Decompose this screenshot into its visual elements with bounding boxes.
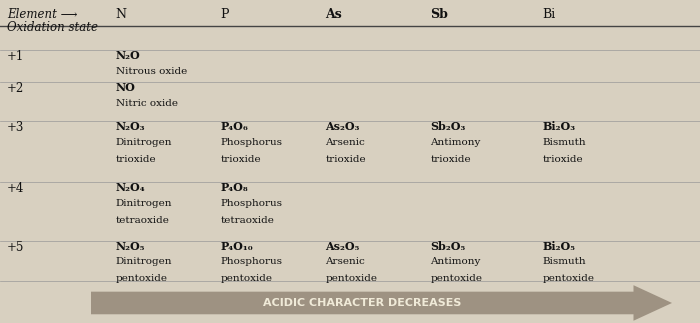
Text: Arsenic: Arsenic — [326, 138, 365, 147]
Text: +3: +3 — [7, 121, 24, 134]
Text: Sb₂O₃: Sb₂O₃ — [430, 121, 466, 132]
Text: pentoxide: pentoxide — [220, 274, 272, 283]
Text: Bi₂O₃: Bi₂O₃ — [542, 121, 575, 132]
Text: Antimony: Antimony — [430, 138, 481, 147]
Text: Nitric oxide: Nitric oxide — [116, 99, 178, 108]
Text: N₂O₅: N₂O₅ — [116, 241, 145, 252]
Text: trioxide: trioxide — [326, 155, 366, 164]
Polygon shape — [91, 285, 672, 321]
Text: Phosphorus: Phosphorus — [220, 199, 283, 208]
Text: Bi₂O₅: Bi₂O₅ — [542, 241, 575, 252]
Text: Oxidation state: Oxidation state — [7, 21, 98, 34]
Text: Bi: Bi — [542, 8, 556, 21]
Text: pentoxide: pentoxide — [430, 274, 482, 283]
Text: As₂O₅: As₂O₅ — [326, 241, 360, 252]
Text: tetraoxide: tetraoxide — [116, 216, 169, 225]
Text: tetraoxide: tetraoxide — [220, 216, 274, 225]
Text: Sb₂O₅: Sb₂O₅ — [430, 241, 466, 252]
Text: Dinitrogen: Dinitrogen — [116, 138, 172, 147]
Text: +2: +2 — [7, 82, 24, 95]
Text: Bismuth: Bismuth — [542, 138, 586, 147]
Text: Antimony: Antimony — [430, 257, 481, 266]
Text: Phosphorus: Phosphorus — [220, 257, 283, 266]
Text: Bismuth: Bismuth — [542, 257, 586, 266]
Text: P₄O₁₀: P₄O₁₀ — [220, 241, 253, 252]
Text: Phosphorus: Phosphorus — [220, 138, 283, 147]
Text: +4: +4 — [7, 182, 24, 195]
Text: P: P — [220, 8, 229, 21]
Text: Nitrous oxide: Nitrous oxide — [116, 67, 187, 76]
Text: N: N — [116, 8, 127, 21]
Text: pentoxide: pentoxide — [116, 274, 167, 283]
Text: P₄O₆: P₄O₆ — [220, 121, 248, 132]
Text: As₂O₃: As₂O₃ — [326, 121, 360, 132]
Text: N₂O₄: N₂O₄ — [116, 182, 145, 193]
Text: NO: NO — [116, 82, 135, 93]
Text: +1: +1 — [7, 50, 24, 63]
Text: pentoxide: pentoxide — [542, 274, 594, 283]
Text: P₄O₈: P₄O₈ — [220, 182, 248, 193]
Text: trioxide: trioxide — [116, 155, 156, 164]
Text: trioxide: trioxide — [542, 155, 583, 164]
Text: Dinitrogen: Dinitrogen — [116, 199, 172, 208]
Text: trioxide: trioxide — [430, 155, 471, 164]
Text: pentoxide: pentoxide — [326, 274, 377, 283]
Text: Element ⟶: Element ⟶ — [7, 8, 78, 21]
Text: Sb: Sb — [430, 8, 449, 21]
Text: Dinitrogen: Dinitrogen — [116, 257, 172, 266]
Text: ACIDIC CHARACTER DECREASES: ACIDIC CHARACTER DECREASES — [263, 298, 461, 308]
Text: N₂O: N₂O — [116, 50, 140, 61]
Text: Arsenic: Arsenic — [326, 257, 365, 266]
Text: +5: +5 — [7, 241, 24, 254]
Text: As: As — [326, 8, 342, 21]
Text: trioxide: trioxide — [220, 155, 261, 164]
Text: N₂O₃: N₂O₃ — [116, 121, 145, 132]
